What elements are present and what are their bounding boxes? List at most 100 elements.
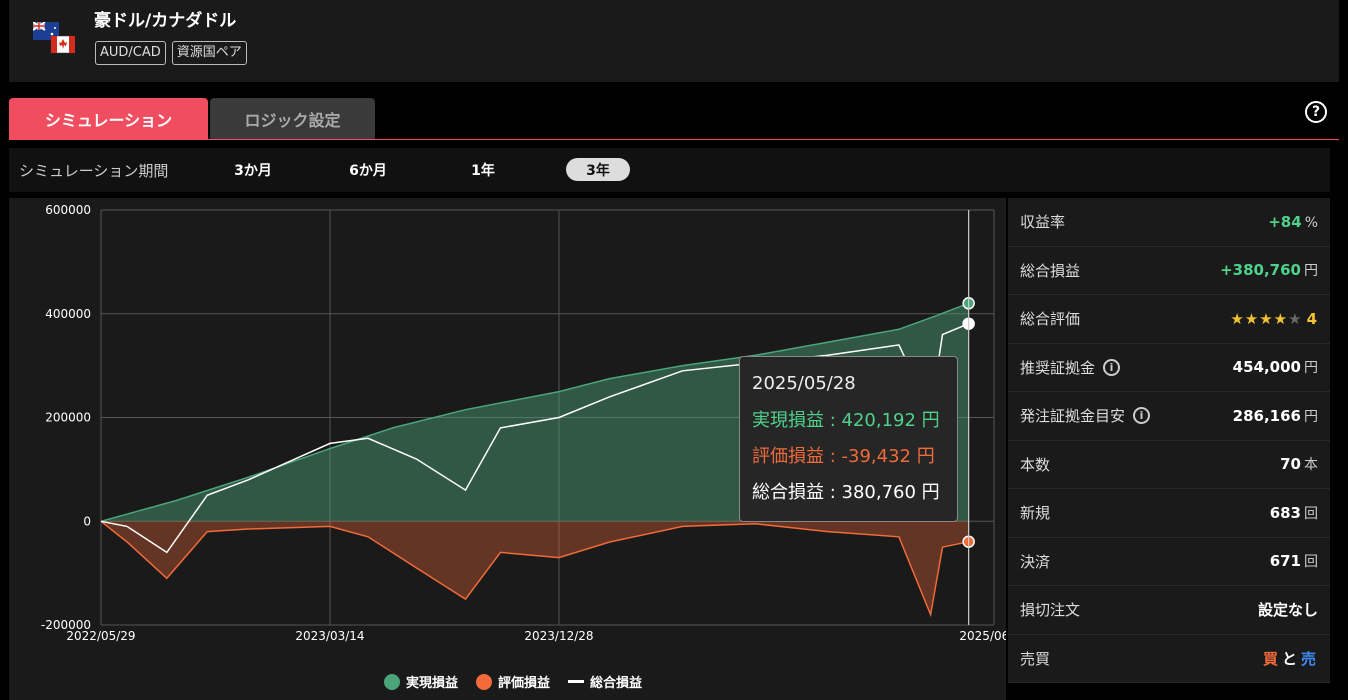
tab-simulation[interactable]: シミュレーション bbox=[9, 98, 208, 139]
stats-panel: 収益率 +84% 総合損益 +380,760 円総合評価 ★★★★★ 4 推奨証拠金 i 454,… bbox=[1008, 198, 1330, 683]
stat-value: 454,000 円 bbox=[1233, 357, 1318, 377]
tab-underline bbox=[9, 139, 1339, 140]
tag-currency-code: AUD/CAD bbox=[95, 41, 166, 65]
stat-label-text: 総合損益 bbox=[1020, 261, 1081, 280]
period-option-6m[interactable]: 6か月 bbox=[349, 162, 387, 179]
legend-total-label: 総合損益 bbox=[590, 676, 643, 691]
series-area-1 bbox=[101, 521, 969, 615]
x-tick-label: 2022/05/29 bbox=[66, 629, 135, 643]
stat-value: 買と売 bbox=[1261, 648, 1318, 669]
stat-label-text: 売買 bbox=[1020, 649, 1051, 668]
aud-cad-flag-icon bbox=[33, 22, 75, 54]
stat-label-text: 発注証拠金目安 bbox=[1020, 407, 1126, 426]
period-option-1y[interactable]: 1年 bbox=[471, 162, 495, 179]
stat-unit: 円 bbox=[1304, 360, 1318, 377]
stat-row: 売買買と売 bbox=[1008, 634, 1330, 683]
pnl-chart[interactable]: 600000 400000 200000 0 -200000 2022/05/29 2023… bbox=[9, 198, 1006, 700]
tooltip-date: 2025/05/28 bbox=[752, 373, 856, 394]
y-tick-label: 0 bbox=[83, 514, 91, 528]
tooltip-realized: 実現損益 : 420,192 円 bbox=[752, 410, 940, 431]
y-tick-label: -200000 bbox=[41, 618, 91, 632]
stat-value: 286,166 円 bbox=[1233, 406, 1318, 426]
stat-value: 70 本 bbox=[1280, 454, 1318, 474]
stat-value: +380,760 円 bbox=[1220, 260, 1318, 280]
period-selector: シミュレーション期間 3か月 6か月 1年 3年 bbox=[9, 148, 1330, 192]
y-tick-label: 400000 bbox=[45, 307, 91, 321]
series-line-2 bbox=[100, 323, 969, 554]
period-option-3m[interactable]: 3か月 bbox=[234, 162, 272, 179]
stat-value-text: 286,166 bbox=[1232, 406, 1301, 425]
stat-label-text: 総合評価 bbox=[1020, 310, 1081, 329]
stat-row: 推奨証拠金 i 454,000 円 bbox=[1008, 343, 1330, 392]
tag-category: 資源国ペア bbox=[171, 41, 247, 65]
stat-value-text: 454,000 bbox=[1232, 358, 1301, 377]
stat-label: 新規 bbox=[1020, 502, 1050, 523]
trade-direction-1: と bbox=[1281, 649, 1297, 668]
chart-legend: 実現損益 評価損益 総合損益 bbox=[384, 672, 642, 691]
stat-label: 推奨証拠金 i bbox=[1020, 357, 1121, 378]
stat-row: 決済 671 回 bbox=[1008, 537, 1330, 586]
stat-label-text: 損切注文 bbox=[1020, 601, 1081, 620]
stat-row: 発注証拠金目安 i 286,166 円 bbox=[1008, 392, 1330, 441]
chart-tooltip: 2025/05/28 実現損益 : 420,192 円 評価損益 : -39,4… bbox=[739, 356, 958, 522]
stat-label: 発注証拠金目安 i bbox=[1020, 405, 1151, 426]
x-tick-label: 2023/03/14 bbox=[295, 629, 364, 643]
stat-label-text: 決済 bbox=[1020, 552, 1051, 571]
stat-value-text: 設定なし bbox=[1257, 601, 1318, 620]
stat-label-text: 推奨証拠金 bbox=[1020, 358, 1096, 377]
stat-label: 総合損益 bbox=[1020, 260, 1080, 281]
stat-value: ★★★★★ 4 bbox=[1230, 310, 1318, 328]
stat-unit: 回 bbox=[1304, 505, 1318, 522]
stat-value: 設定なし bbox=[1258, 599, 1318, 620]
stat-unit: % bbox=[1304, 214, 1318, 231]
legend-realized-label: 実現損益 bbox=[406, 676, 459, 691]
stat-value-text: +84 bbox=[1268, 212, 1302, 231]
stat-value: 683 回 bbox=[1270, 503, 1318, 523]
legend-realized[interactable]: 実現損益 bbox=[384, 672, 458, 691]
series-line-0 bbox=[100, 302, 969, 523]
trade-direction-0: 買 bbox=[1262, 649, 1278, 668]
stat-label: 売買 bbox=[1020, 648, 1050, 669]
trade-direction-2: 売 bbox=[1300, 649, 1316, 668]
period-label: シミュレーション期間 bbox=[19, 162, 169, 180]
stat-value: +84% bbox=[1268, 213, 1318, 231]
legend-realized-swatch bbox=[384, 673, 400, 690]
stat-row: 総合評価 ★★★★★ 4 bbox=[1008, 295, 1330, 344]
x-tick-label: 2025/06/29 bbox=[959, 629, 1006, 643]
stat-label: 損切注文 bbox=[1020, 599, 1080, 620]
info-icon[interactable]: i bbox=[1133, 407, 1151, 425]
legend-unrealized[interactable]: 評価損益 bbox=[476, 672, 550, 691]
legend-unrealized-swatch bbox=[476, 673, 493, 690]
stat-row: 本数 70 本 bbox=[1008, 440, 1330, 489]
tab-logic-settings[interactable]: ロジック設定 bbox=[210, 98, 375, 139]
stat-unit: 円 bbox=[1304, 263, 1318, 280]
stat-label: 収益率 bbox=[1020, 211, 1065, 232]
legend-total-swatch bbox=[568, 680, 585, 683]
y-tick-label: 200000 bbox=[45, 411, 91, 425]
stat-label-text: 新規 bbox=[1020, 504, 1051, 523]
period-option-3y[interactable]: 3年 bbox=[566, 158, 630, 181]
legend-unrealized-label: 評価損益 bbox=[498, 676, 551, 691]
stat-row: 総合損益 +380,760 円 bbox=[1008, 246, 1330, 295]
stat-value-text: +380,760 bbox=[1220, 261, 1301, 280]
pair-title: 豪ドル/カナダドル bbox=[94, 11, 237, 31]
tab-bar: シミュレーション ロジック設定 bbox=[9, 98, 375, 140]
legend-total[interactable]: 総合損益 bbox=[568, 672, 642, 691]
help-icon[interactable]: ? bbox=[1305, 101, 1327, 123]
series-line-1 bbox=[100, 520, 969, 618]
stat-row: 損切注文 設定なし bbox=[1008, 586, 1330, 635]
tag-list: AUD/CAD 資源国ペア bbox=[95, 41, 247, 65]
stat-label: 本数 bbox=[1020, 454, 1050, 475]
stat-value-text: 671 bbox=[1269, 552, 1301, 571]
stat-unit: 本 bbox=[1304, 457, 1318, 474]
rating-stars-icon: ★★★★★ bbox=[1230, 309, 1303, 328]
y-tick-label: 600000 bbox=[45, 203, 91, 217]
pair-header: 豪ドル/カナダドル AUD/CAD 資源国ペア bbox=[9, 0, 1339, 82]
info-icon[interactable]: i bbox=[1103, 358, 1121, 376]
stat-label-text: 本数 bbox=[1020, 455, 1051, 474]
stat-unit: 回 bbox=[1304, 554, 1318, 571]
stat-value-text: 683 bbox=[1269, 503, 1301, 522]
stat-row: 収益率 +84% bbox=[1008, 198, 1330, 247]
rating-value: 4 bbox=[1306, 309, 1318, 328]
stat-value: 671 回 bbox=[1270, 551, 1318, 571]
